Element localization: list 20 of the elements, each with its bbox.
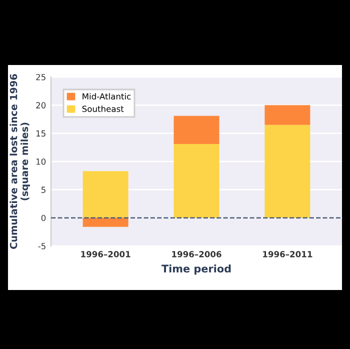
y-tick-label: 5 [41,186,46,193]
y-tick-label: -5 [38,243,46,250]
y-axis-title: Cumulative area lost since 1996 (square miles) [10,74,30,249]
bar [174,144,220,218]
bar [264,105,310,125]
bar [174,116,220,144]
y-tick-label: 20 [36,102,46,108]
x-tick-label: 1996–2006 [172,251,222,258]
y-tick-label: 0 [41,214,46,222]
y-tick-label: 10 [36,158,46,165]
bar [82,218,128,227]
bar [82,171,128,218]
x-axis-title: Time period [162,264,231,275]
y-tick-label: 25 [36,74,46,80]
x-tick-label: 1996–2011 [263,251,312,258]
bar [264,124,310,218]
x-tick-label: 1996–2001 [81,251,130,258]
legend-label: Mid-Atlantic [82,93,131,100]
legend-label: Southeast [82,106,124,112]
y-tick-label: 15 [36,130,46,137]
